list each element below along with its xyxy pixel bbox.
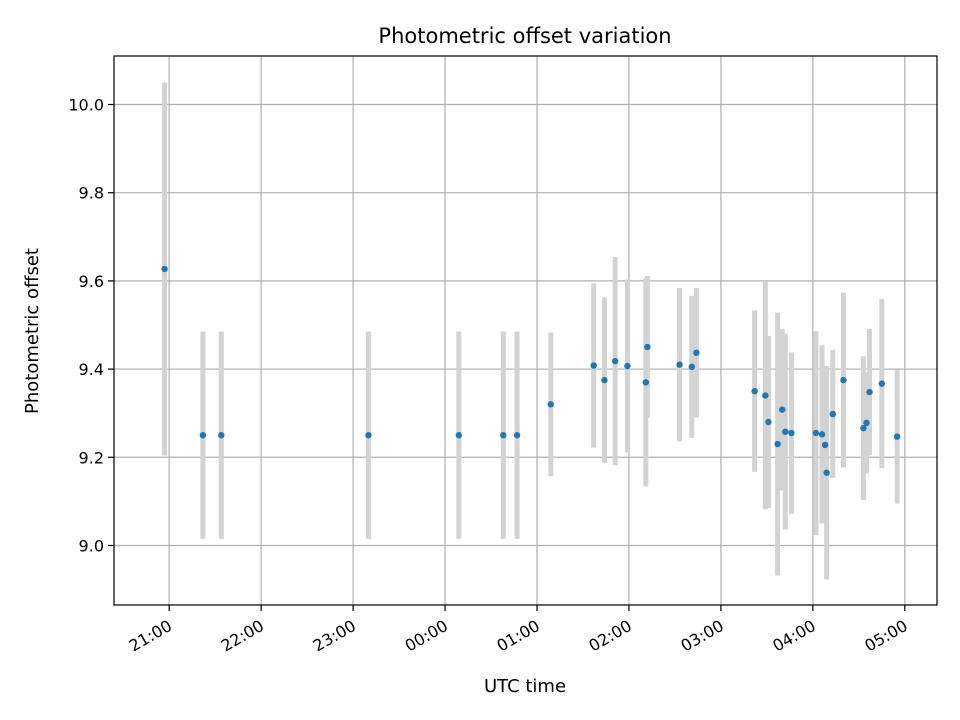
y-tick-label: 9.8: [79, 184, 104, 203]
data-point: [818, 431, 826, 438]
y-tick-label: 9.4: [79, 360, 104, 379]
data-point: [893, 433, 901, 440]
data-point: [199, 432, 207, 439]
data-point: [860, 424, 867, 432]
y-tick-label: 9.6: [79, 272, 104, 291]
data-point: [624, 362, 631, 370]
data-point: [866, 388, 873, 396]
plot-frame: [113, 55, 938, 606]
data-point: [365, 432, 372, 439]
grid-lines: [114, 56, 937, 605]
data-point: [863, 419, 870, 427]
data-point: [688, 363, 695, 371]
data-point: [590, 362, 597, 369]
data-point: [611, 357, 619, 365]
data-point: [676, 361, 683, 368]
data-point: [782, 428, 789, 435]
data-point: [762, 392, 769, 399]
y-tick-label: 9.0: [79, 536, 104, 555]
data-point: [513, 432, 521, 439]
y-tick-label: 10.0: [68, 96, 104, 115]
chart-title: Photometric offset variation: [378, 24, 671, 48]
data-point: [547, 401, 554, 408]
data-point: [878, 380, 886, 387]
data-point: [829, 410, 836, 418]
data-point: [642, 379, 650, 386]
data-points: [161, 265, 901, 476]
data-point: [779, 406, 786, 413]
data-point: [644, 343, 651, 351]
data-point: [218, 432, 225, 439]
y-axis-label: Photometric offset: [22, 248, 43, 414]
data-point: [823, 469, 830, 476]
data-point: [601, 376, 608, 384]
data-point: [765, 418, 772, 426]
data-point: [788, 429, 795, 437]
x-axis-label: UTC time: [484, 676, 566, 697]
data-point: [774, 440, 781, 448]
data-point: [693, 349, 700, 356]
data-point: [455, 432, 463, 439]
data-point: [500, 432, 507, 439]
data-point: [840, 376, 847, 384]
data-point: [812, 429, 820, 437]
data-point: [161, 265, 168, 273]
y-axis-ticks: 9.0 9.2 9.4 9.6 9.8 10.0: [68, 96, 114, 555]
data-point: [821, 441, 829, 449]
data-point: [751, 387, 758, 395]
y-tick-label: 9.2: [79, 448, 104, 467]
